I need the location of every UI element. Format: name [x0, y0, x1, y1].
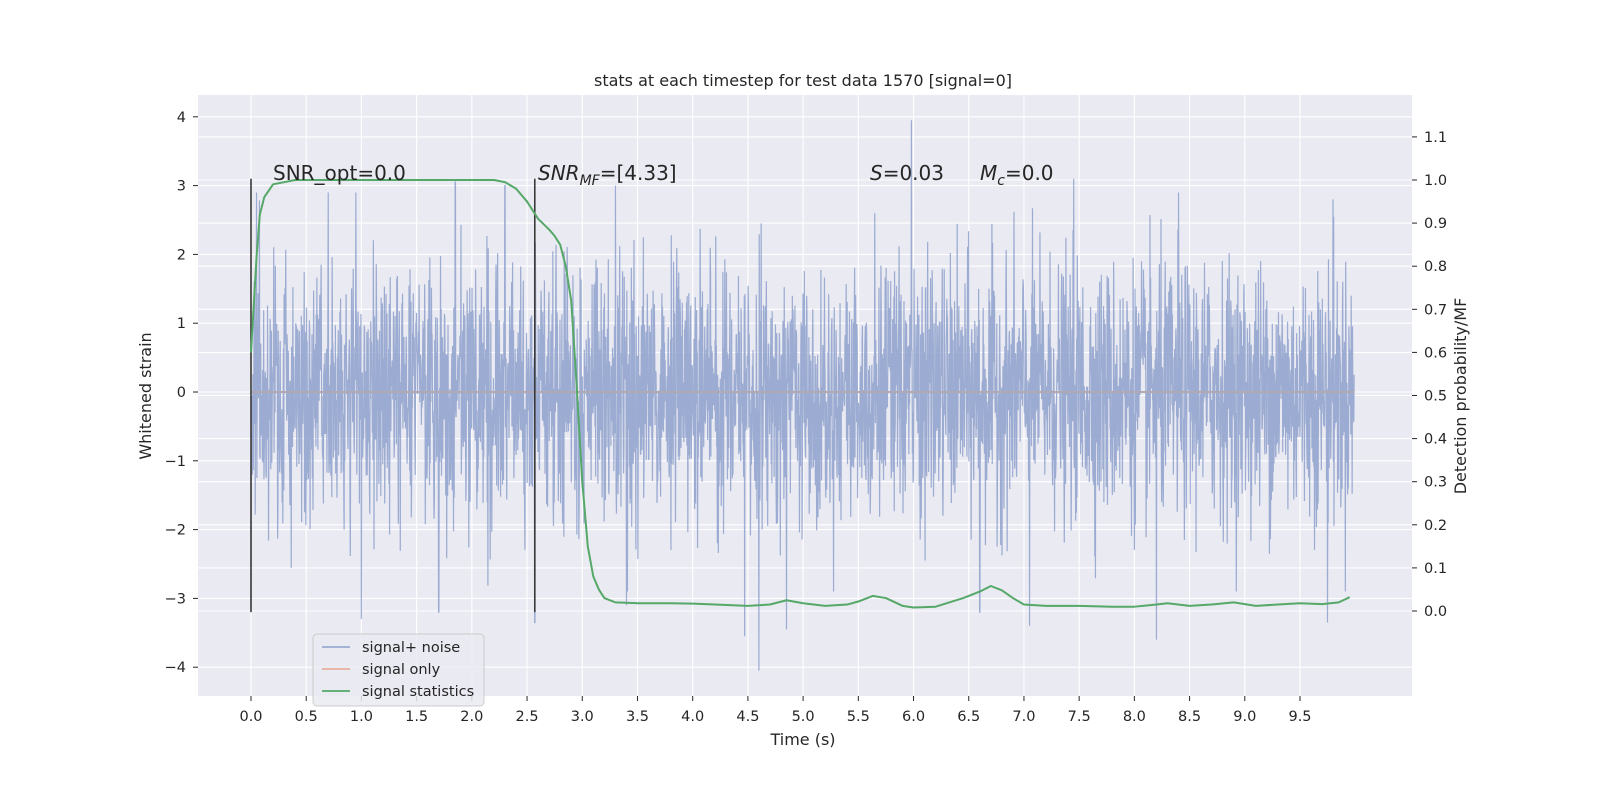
mc-subscript: c	[997, 173, 1005, 189]
x-axis-label: Time (s)	[769, 730, 835, 749]
x-tick-label: 9.0	[1233, 709, 1256, 725]
annotation-s: S=0.03	[870, 161, 944, 185]
s-value: =0.03	[883, 161, 944, 185]
y-left-tick-label: −2	[165, 523, 186, 539]
y-left-tick-label: 3	[177, 179, 186, 195]
y-left-tick-label: 4	[177, 110, 186, 126]
x-axis-ticks: 0.0 0.5 1.0 1.5 2.0 2.5 3.0 3.5 4.0 4.5 5.0 5.5 6.0 6…	[239, 696, 1312, 725]
snr-mf-symbol: SNR	[538, 161, 580, 185]
legend-label-signal-statistics: signal statistics	[362, 684, 474, 700]
x-tick-label: 1.5	[405, 709, 428, 725]
mc-value: =0.0	[1005, 161, 1054, 185]
x-tick-label: 8.5	[1178, 709, 1201, 725]
x-tick-label: 6.0	[902, 709, 925, 725]
y-right-tick-label: 0.9	[1424, 216, 1447, 232]
x-tick-label: 3.5	[626, 709, 649, 725]
mc-symbol: M	[980, 161, 997, 185]
x-tick-label: 5.0	[792, 709, 815, 725]
signal-statistics-series	[250, 179, 1351, 609]
chart-title: stats at each timestep for test data 157…	[594, 71, 1012, 90]
x-tick-label: 2.0	[460, 709, 483, 725]
y-right-tick-label: 0.6	[1424, 345, 1447, 361]
x-tick-label: 4.5	[736, 709, 759, 725]
snr-mf-value: =[4.33]	[600, 161, 677, 185]
y-left-tick-label: −3	[165, 591, 186, 607]
s-symbol: S	[870, 161, 883, 185]
x-tick-label: 0.5	[295, 709, 318, 725]
y-right-axis-ticks: 0.0 0.1 0.2 0.3 0.4 0.5 0.6 0.7 0.8 0.9 1.0 1.1	[1412, 130, 1447, 620]
y-right-tick-label: 0.7	[1424, 302, 1447, 318]
x-tick-label: 6.5	[957, 709, 980, 725]
annotation-snr-opt: SNR_opt=0.0	[273, 161, 406, 185]
y-right-tick-label: 1.0	[1424, 173, 1447, 189]
y-right-tick-label: 0.8	[1424, 259, 1447, 275]
y-right-tick-label: 0.2	[1424, 518, 1447, 534]
x-tick-label: 5.5	[847, 709, 870, 725]
snr-mf-subscript: MF	[580, 173, 601, 189]
x-tick-label: 4.0	[681, 709, 704, 725]
x-tick-label: 7.5	[1068, 709, 1091, 725]
y-right-tick-label: 0.1	[1424, 561, 1447, 577]
y-left-tick-label: −1	[165, 454, 186, 470]
y-right-tick-label: 0.0	[1424, 604, 1447, 620]
y-right-axis-label: Detection probability/MF	[1451, 298, 1470, 495]
y-left-tick-label: 1	[177, 316, 186, 332]
vertical-markers	[250, 178, 536, 613]
y-right-tick-label: 0.4	[1424, 432, 1447, 448]
y-right-tick-label: 1.1	[1424, 130, 1447, 146]
signal-statistics-line	[250, 179, 1351, 609]
y-right-tick-label: 0.3	[1424, 475, 1447, 491]
x-tick-label: 3.0	[571, 709, 594, 725]
signal-noise-line	[250, 120, 1355, 671]
legend-box	[312, 633, 485, 707]
y-left-tick-label: 2	[177, 247, 186, 263]
legend-label-signal-noise: signal+ noise	[362, 640, 460, 656]
x-tick-label: 1.0	[350, 709, 373, 725]
x-tick-label: 9.5	[1288, 709, 1311, 725]
y-left-tick-label: 0	[177, 385, 186, 401]
legend-label-signal-only: signal only	[362, 662, 441, 678]
x-tick-label: 8.0	[1123, 709, 1146, 725]
y-left-axis-label: Whitened strain	[136, 332, 155, 459]
y-right-tick-label: 0.5	[1424, 389, 1447, 405]
annotation-mc: Mc=0.0	[980, 161, 1054, 189]
x-tick-label: 2.5	[516, 709, 539, 725]
y-left-axis-ticks: −4 −3 −2 −1 0 1 2 3 4	[165, 110, 198, 676]
signal-noise-series	[250, 120, 1355, 671]
y-left-tick-label: −4	[165, 660, 186, 676]
annotation-snr-mf: SNRMF=[4.33]	[538, 161, 677, 189]
x-tick-label: 7.0	[1012, 709, 1035, 725]
x-tick-label: 0.0	[239, 709, 262, 725]
legend: signal+ noise signal only signal statist…	[312, 633, 485, 707]
